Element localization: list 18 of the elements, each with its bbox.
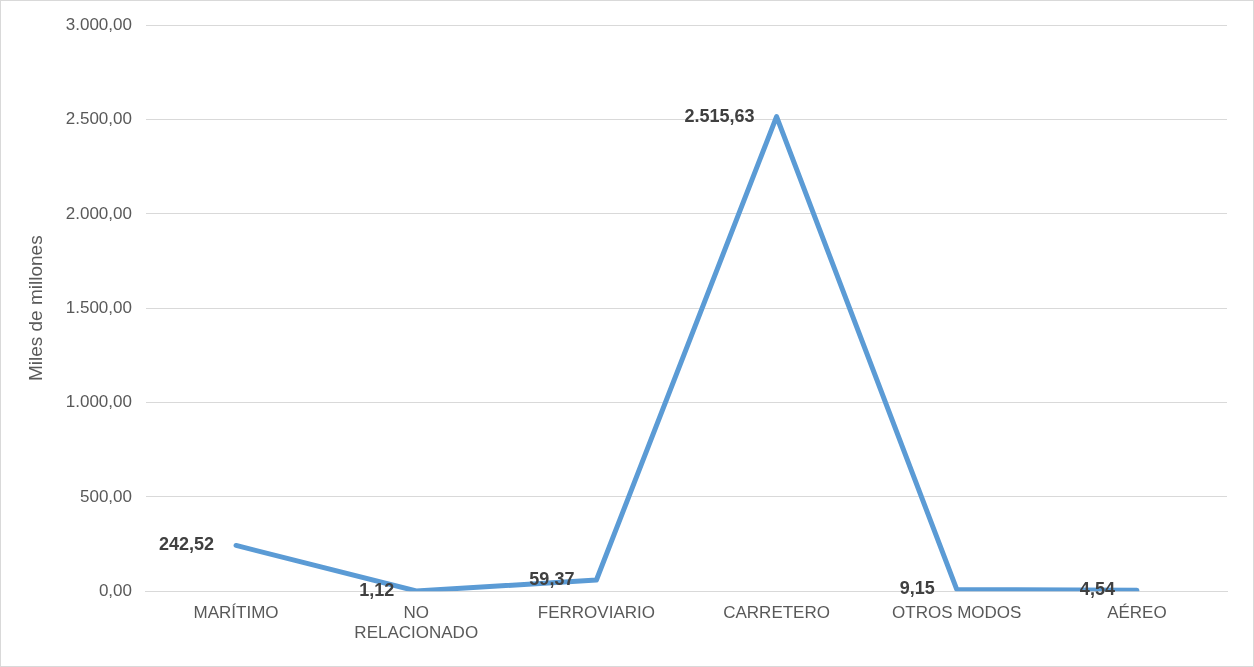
x-tick-label: OTROS MODOS — [892, 603, 1022, 623]
y-tick-label: 0,00 — [98, 580, 132, 600]
y-tick-label: 1.500,00 — [65, 297, 132, 317]
x-tick-label: AÉREO — [1107, 603, 1167, 623]
data-label: 242,52 — [159, 534, 215, 555]
x-tick-label: NO RELACIONADO — [354, 603, 479, 643]
x-tick-label: MARÍTIMO — [193, 603, 279, 623]
data-label: 2.515,63 — [684, 105, 755, 126]
y-tick-label: 1.000,00 — [65, 392, 132, 412]
y-axis-title: Miles de millones — [24, 235, 46, 382]
x-tick-label: CARRETERO — [723, 603, 830, 623]
data-label: 9,15 — [899, 578, 935, 599]
x-tick-label: FERROVIARIO — [537, 603, 655, 623]
y-tick-label: 2.000,00 — [65, 203, 132, 223]
y-tick-label: 500,00 — [79, 486, 132, 506]
y-tick-label: 3.000,00 — [65, 14, 132, 34]
y-tick-label: 2.500,00 — [65, 109, 132, 129]
data-label: 1,12 — [359, 579, 395, 600]
